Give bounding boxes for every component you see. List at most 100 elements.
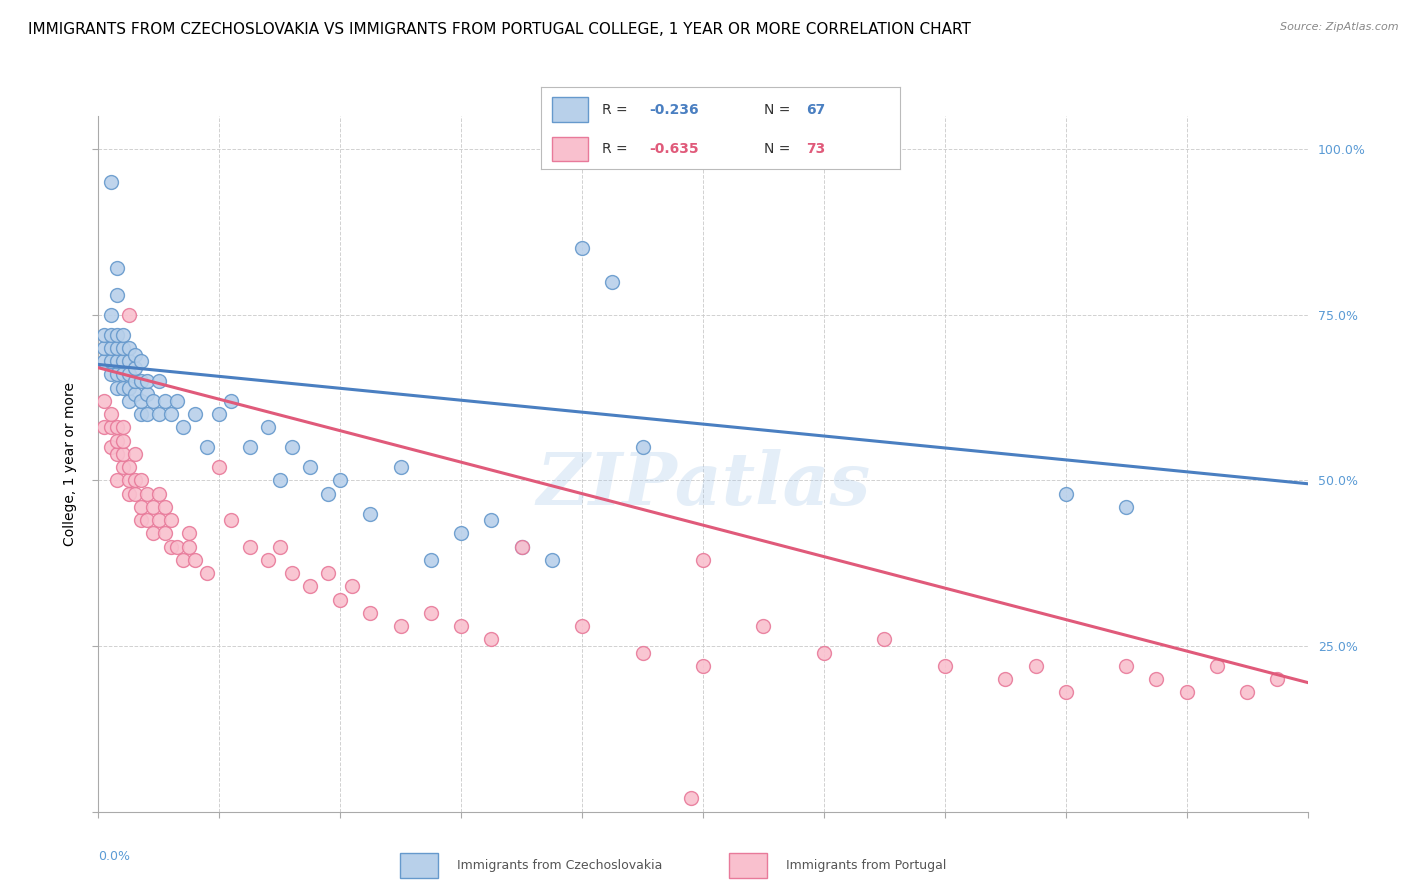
Point [1144, 672, 1167, 686]
Point [118, 393, 141, 408]
FancyBboxPatch shape [553, 97, 588, 122]
FancyBboxPatch shape [553, 136, 588, 161]
Point [100, 440, 122, 454]
Point [105, 434, 128, 448]
Point [93, 341, 115, 355]
Point [118, 368, 141, 382]
Point [105, 354, 128, 368]
Point [100, 175, 122, 189]
Point [269, 540, 291, 554]
Point [129, 393, 152, 408]
Point [299, 460, 322, 475]
Point [256, 553, 278, 567]
Point [124, 387, 146, 401]
Point [208, 460, 231, 475]
Point [692, 553, 714, 567]
Point [93, 420, 115, 434]
Point [179, 526, 201, 541]
Point [221, 513, 243, 527]
Text: R =: R = [602, 103, 633, 117]
Point [389, 460, 412, 475]
Point [1024, 659, 1046, 673]
Point [166, 393, 188, 408]
Point [873, 632, 896, 647]
Point [129, 513, 152, 527]
Point [316, 486, 339, 500]
Text: 0.0%: 0.0% [98, 850, 131, 863]
Point [360, 507, 382, 521]
Point [100, 308, 122, 322]
Point [111, 460, 134, 475]
Point [105, 261, 128, 276]
Point [135, 486, 157, 500]
Text: R =: R = [602, 142, 633, 156]
Point [160, 540, 183, 554]
FancyBboxPatch shape [401, 853, 439, 878]
Point [934, 659, 956, 673]
Y-axis label: College, 1 year or more: College, 1 year or more [63, 382, 77, 546]
Point [118, 474, 141, 488]
FancyBboxPatch shape [728, 853, 768, 878]
Point [111, 354, 134, 368]
Point [105, 474, 128, 488]
Point [148, 407, 170, 421]
Point [118, 381, 141, 395]
Point [124, 347, 146, 361]
Point [93, 354, 115, 368]
Point [1115, 500, 1137, 514]
Point [281, 566, 304, 581]
Text: -0.236: -0.236 [650, 103, 699, 117]
Point [135, 407, 157, 421]
Point [420, 606, 443, 620]
Point [481, 513, 503, 527]
Point [111, 327, 134, 342]
Point [239, 440, 262, 454]
Point [153, 526, 176, 541]
Text: Immigrants from Czechoslovakia: Immigrants from Czechoslovakia [457, 859, 662, 871]
Point [160, 513, 183, 527]
Point [124, 447, 146, 461]
Point [450, 619, 472, 633]
Point [389, 619, 412, 633]
Point [342, 579, 364, 593]
Point [135, 387, 157, 401]
Point [195, 440, 218, 454]
Point [360, 606, 382, 620]
Text: 67: 67 [807, 103, 825, 117]
Point [299, 579, 322, 593]
Text: ZIPatlas: ZIPatlas [536, 450, 870, 520]
Point [813, 646, 835, 660]
Point [239, 540, 262, 554]
Point [111, 420, 134, 434]
Point [1054, 685, 1077, 699]
Text: Immigrants from Portugal: Immigrants from Portugal [786, 859, 946, 871]
Point [420, 553, 443, 567]
Point [172, 420, 194, 434]
Point [111, 447, 134, 461]
Point [166, 540, 188, 554]
Point [1206, 659, 1229, 673]
Point [135, 374, 157, 388]
Point [129, 500, 152, 514]
Point [1115, 659, 1137, 673]
Point [195, 566, 218, 581]
Point [118, 486, 141, 500]
Point [105, 368, 128, 382]
Point [118, 354, 141, 368]
Point [571, 242, 593, 256]
Point [510, 540, 533, 554]
Point [111, 434, 134, 448]
Point [105, 327, 128, 342]
Point [111, 341, 134, 355]
Point [129, 374, 152, 388]
Point [105, 447, 128, 461]
Point [118, 341, 141, 355]
Point [208, 407, 231, 421]
Point [994, 672, 1017, 686]
Point [752, 619, 775, 633]
Point [221, 393, 243, 408]
Text: IMMIGRANTS FROM CZECHOSLOVAKIA VS IMMIGRANTS FROM PORTUGAL COLLEGE, 1 YEAR OR MO: IMMIGRANTS FROM CZECHOSLOVAKIA VS IMMIGR… [28, 22, 972, 37]
Point [129, 407, 152, 421]
Point [100, 327, 122, 342]
Point [148, 513, 170, 527]
